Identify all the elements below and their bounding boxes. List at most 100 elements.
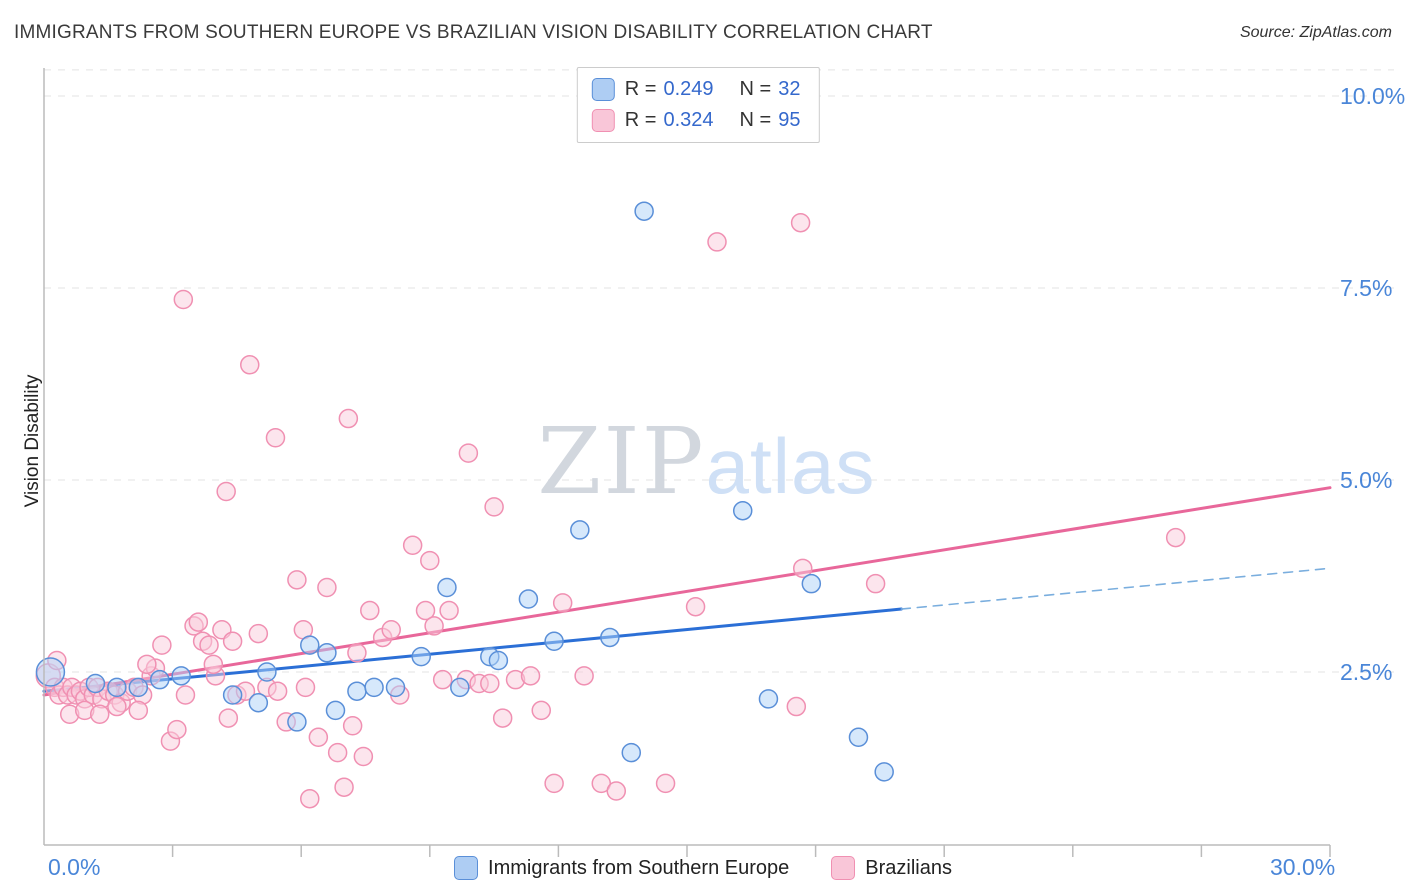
scatter-point bbox=[484, 497, 504, 517]
scatter-point bbox=[786, 696, 807, 717]
scatter-point bbox=[173, 289, 194, 310]
scatter-point bbox=[732, 500, 753, 521]
correlation-legend-box: R = 0.249 N = 32 R = 0.324 N = 95 bbox=[576, 67, 820, 143]
r-label: R = bbox=[624, 109, 657, 131]
scatter-point bbox=[342, 716, 363, 736]
scatter-point bbox=[480, 673, 500, 694]
scatter-point bbox=[327, 742, 348, 763]
scatter-point bbox=[222, 631, 243, 652]
scatter-point bbox=[199, 635, 219, 655]
scatter-point bbox=[248, 692, 269, 713]
scatter-point bbox=[544, 773, 564, 794]
legend-item-southern-europe: Immigrants from Southern Europe bbox=[454, 856, 789, 880]
y-tick-label: 10.0% bbox=[1340, 83, 1405, 109]
trend-line-blue-dashed bbox=[900, 567, 1331, 610]
scatter-point bbox=[267, 681, 288, 701]
scatter-point bbox=[218, 708, 239, 728]
x-tick-label: 30.0% bbox=[1270, 854, 1335, 880]
scatter-point bbox=[1165, 527, 1186, 548]
scatter-point bbox=[685, 596, 706, 617]
scatter-point bbox=[188, 612, 209, 632]
scatter-point bbox=[248, 623, 269, 644]
blue-legend-swatch bbox=[454, 856, 479, 880]
pink-series-swatch bbox=[591, 109, 615, 132]
scatter-point bbox=[353, 746, 374, 767]
scatter-point bbox=[790, 212, 811, 233]
scatter-point bbox=[520, 666, 541, 686]
n-value-pink: 95 bbox=[778, 109, 801, 131]
scatter-point bbox=[552, 593, 573, 613]
scatter-point bbox=[300, 788, 320, 809]
scatter-point bbox=[437, 577, 457, 598]
scatter-point bbox=[531, 700, 552, 721]
scatter-point bbox=[35, 657, 66, 687]
scatter-point bbox=[240, 355, 260, 375]
scatter-point bbox=[518, 589, 539, 609]
scatter-point bbox=[128, 677, 149, 698]
scatter-point bbox=[488, 650, 509, 671]
scatter-point bbox=[334, 777, 354, 797]
scatter-point bbox=[287, 712, 307, 732]
scatter-point bbox=[411, 646, 431, 667]
scatter-point bbox=[450, 677, 470, 698]
scatter-point bbox=[325, 700, 346, 721]
scatter-point bbox=[364, 677, 384, 698]
scatter-point bbox=[287, 570, 307, 590]
scatter-point bbox=[317, 643, 337, 663]
scatter-point bbox=[347, 643, 367, 663]
scatter-point bbox=[492, 708, 513, 728]
y-tick-label: 2.5% bbox=[1340, 659, 1392, 685]
scatter-point bbox=[570, 520, 590, 540]
scatter-point bbox=[432, 669, 453, 690]
scatter-point bbox=[402, 535, 423, 556]
x-tick-label: 0.0% bbox=[48, 854, 100, 880]
scatter-point bbox=[107, 677, 127, 698]
scatter-point bbox=[152, 635, 172, 655]
scatter-point bbox=[175, 685, 196, 705]
scatter-point bbox=[317, 577, 337, 598]
series-legend: Immigrants from Southern Europe Brazilia… bbox=[0, 856, 1406, 880]
scatter-point bbox=[600, 627, 620, 648]
scatter-point bbox=[385, 677, 406, 698]
scatter-point bbox=[758, 689, 779, 709]
scatter-point bbox=[574, 666, 594, 686]
scatter-point bbox=[89, 704, 110, 724]
scatter-point bbox=[792, 558, 813, 579]
scatter-point bbox=[420, 550, 440, 571]
y-tick-label: 7.5% bbox=[1340, 275, 1392, 301]
legend-row-blue: R = 0.249 N = 32 bbox=[591, 78, 801, 101]
scatter-point bbox=[107, 696, 127, 717]
scatter-point bbox=[360, 600, 380, 621]
scatter-point bbox=[874, 762, 894, 782]
scatter-point bbox=[257, 662, 277, 682]
scatter-point bbox=[222, 685, 243, 705]
scatter-point bbox=[171, 666, 191, 686]
scatter-point bbox=[865, 573, 886, 594]
pink-legend-swatch bbox=[831, 856, 856, 880]
scatter-point bbox=[137, 654, 157, 675]
scatter-point bbox=[415, 600, 436, 621]
scatter-point bbox=[634, 201, 654, 221]
scatter-point bbox=[848, 727, 869, 748]
n-label: N = bbox=[739, 78, 772, 100]
scatter-point bbox=[347, 681, 367, 701]
trend-line-pink-solid bbox=[42, 486, 1332, 697]
scatter-point bbox=[167, 719, 187, 740]
pink-legend-label: Brazilians bbox=[865, 856, 952, 879]
scatter-point bbox=[265, 428, 286, 448]
scatter-point bbox=[128, 700, 149, 721]
legend-item-brazilians: Brazilians bbox=[831, 856, 952, 880]
n-value-blue: 32 bbox=[778, 78, 801, 100]
r-value-blue: 0.249 bbox=[663, 78, 714, 100]
scatter-point bbox=[300, 635, 320, 655]
r-label: R = bbox=[624, 78, 657, 100]
blue-legend-label: Immigrants from Southern Europe bbox=[488, 856, 790, 879]
scatter-point bbox=[85, 673, 106, 694]
scatter-point bbox=[338, 408, 359, 429]
page-title: IMMIGRANTS FROM SOUTHERN EUROPE VS BRAZI… bbox=[14, 22, 933, 43]
scatter-point bbox=[606, 781, 627, 801]
scatter-point bbox=[655, 773, 676, 794]
blue-series-swatch bbox=[591, 78, 615, 101]
scatter-point bbox=[544, 631, 564, 652]
